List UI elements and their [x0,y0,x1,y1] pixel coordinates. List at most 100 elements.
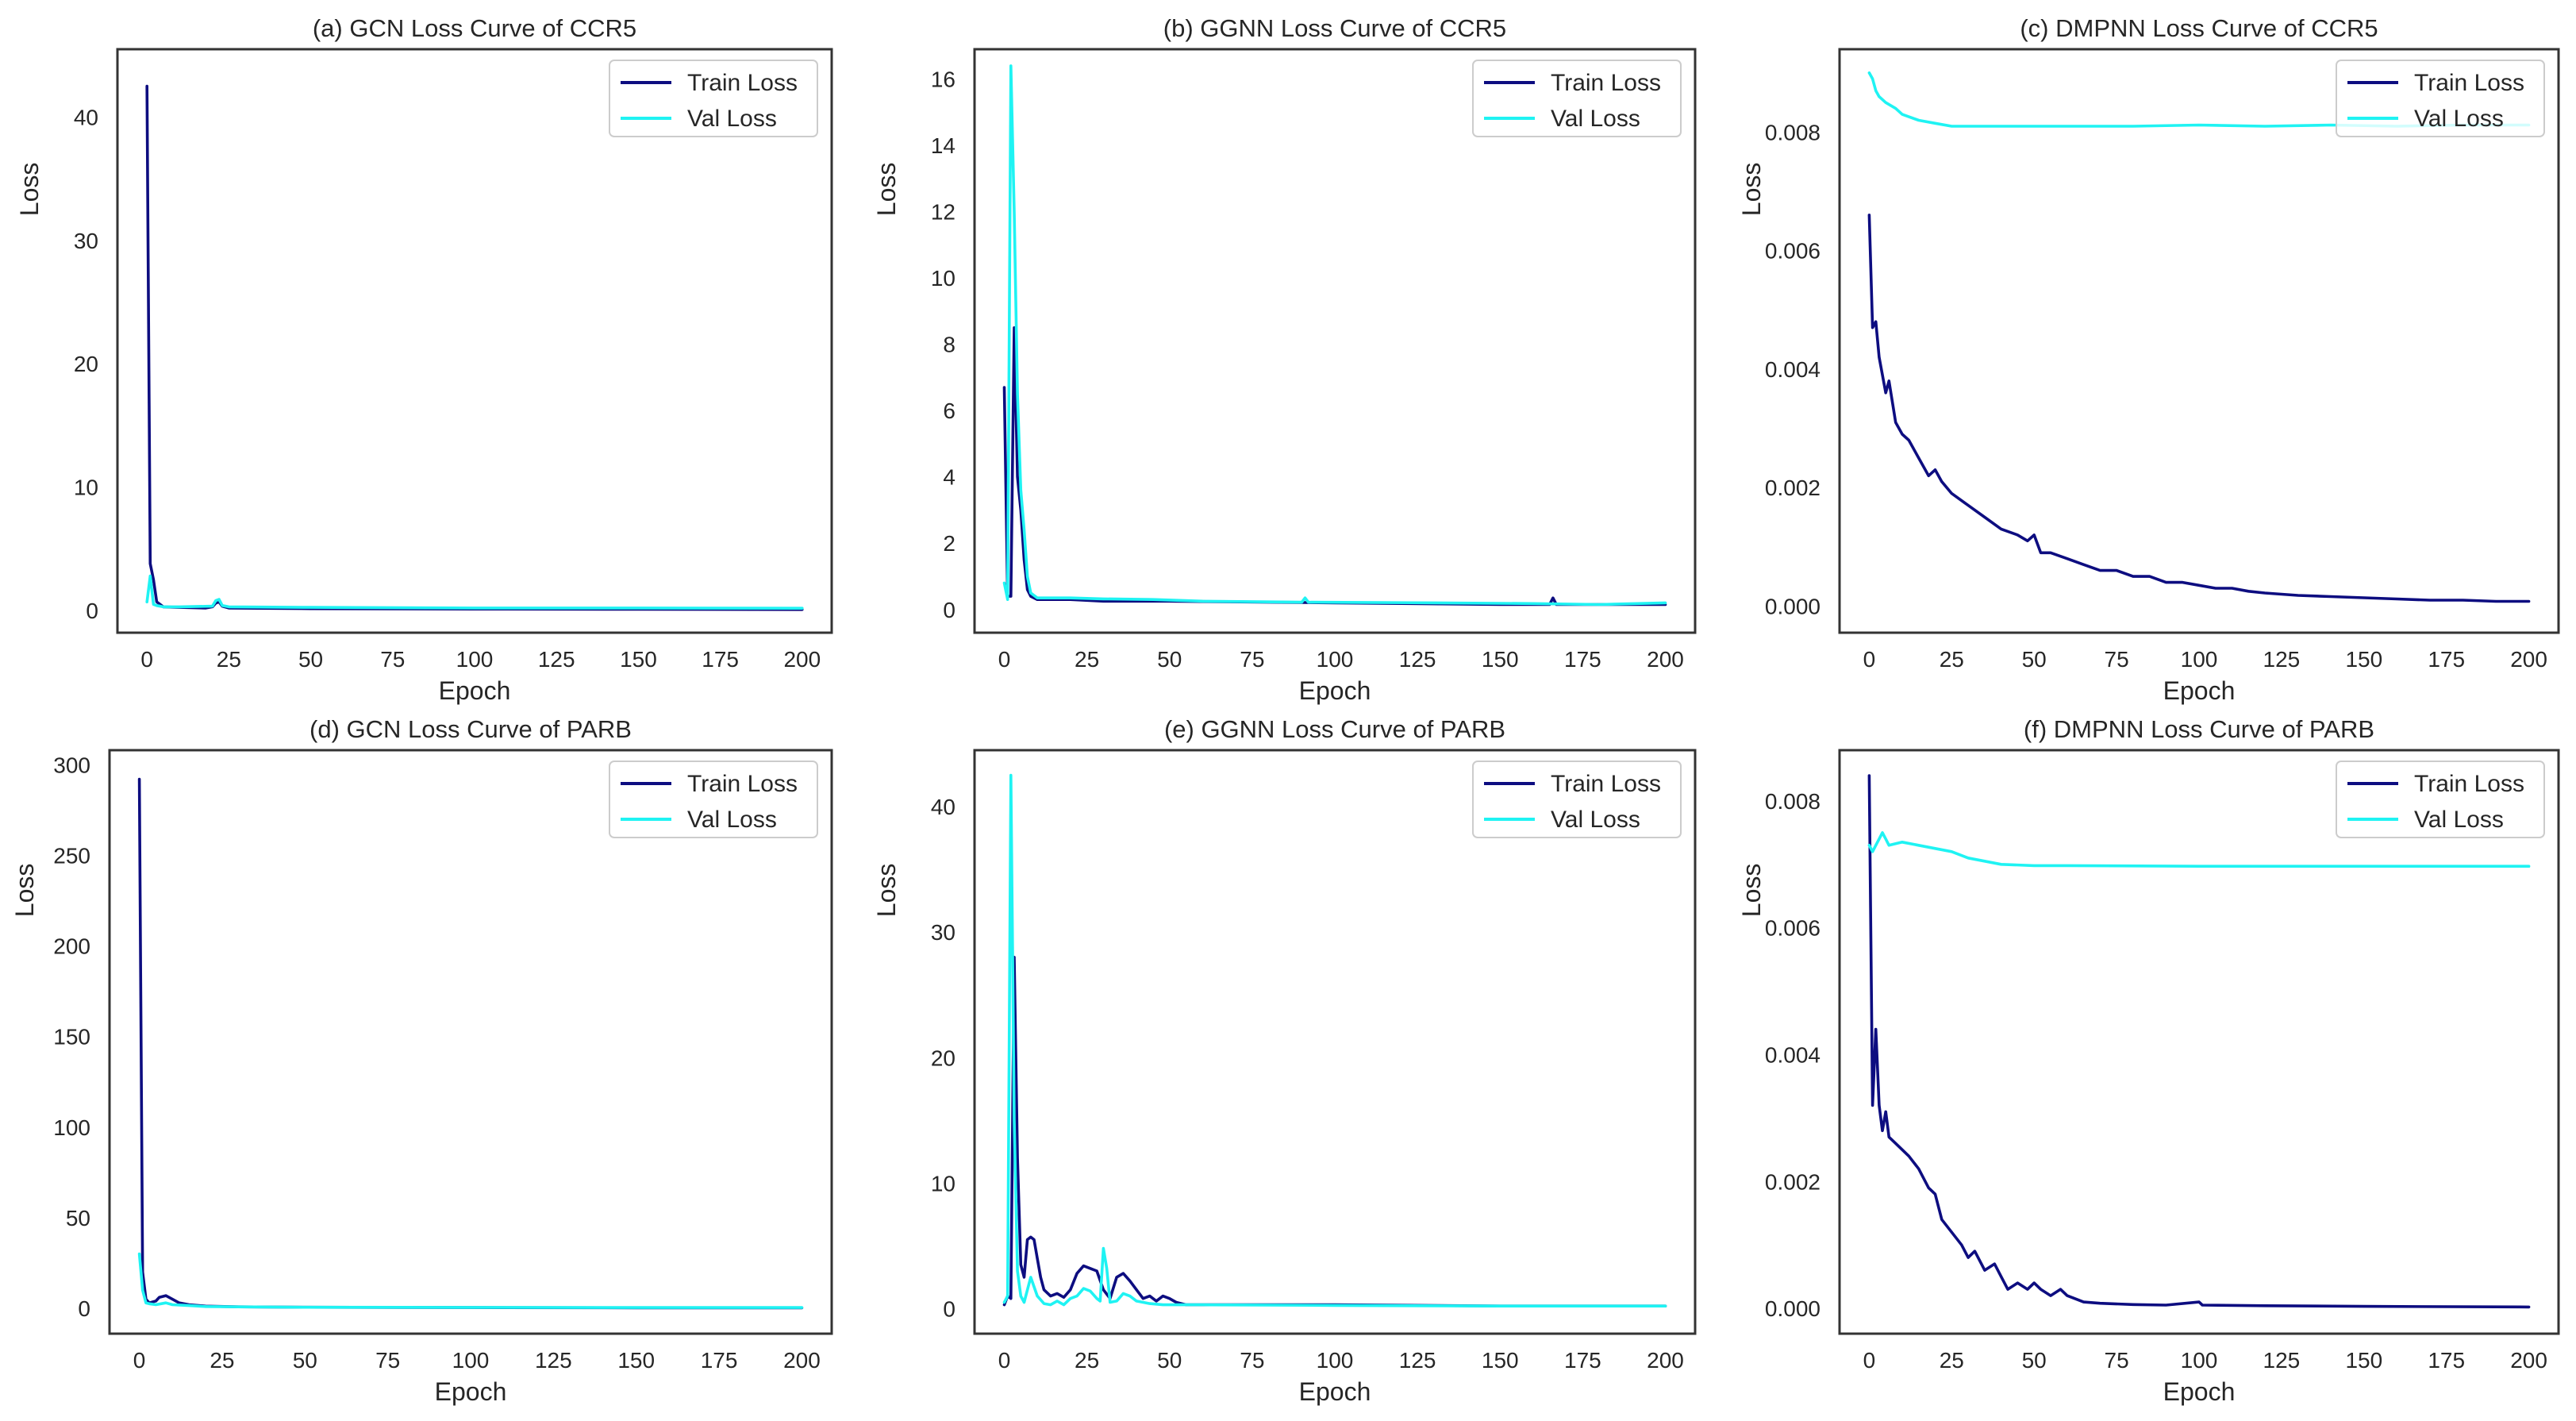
y-tick-label: 0.004 [1765,1042,1821,1067]
legend-train-label: Train Loss [2414,771,2524,797]
x-tick-label: 25 [1940,647,1964,672]
val-loss-line [1867,71,2531,128]
y-axis-label: Loss [15,163,44,217]
legend: Train Loss Val Loss [609,761,818,838]
chart-panel-c: (c) DMPNN Loss Curve of CCR5 0 25 50 75 100 12… [1737,14,2560,705]
x-tick-label: 0 [140,647,153,672]
legend-train-label: Train Loss [2414,70,2524,96]
y-axis-label: Loss [872,864,901,918]
x-tick-label: 0 [1863,647,1876,672]
x-tick-label: 175 [2428,1348,2465,1373]
y-tick-label: 10 [931,1171,955,1196]
x-tick-label: 175 [1564,1348,1601,1373]
y-tick-label: 0.006 [1765,916,1821,941]
plot-frame [1838,48,2560,634]
y-tick-label: 16 [931,67,955,92]
train-loss-line [1867,774,2531,1309]
x-tick-label: 150 [617,1348,655,1373]
chart-title: (c) DMPNN Loss Curve of CCR5 [2020,14,2378,42]
chart-title: (a) GCN Loss Curve of CCR5 [313,14,636,42]
val-loss-line [1867,831,2531,868]
y-tick-label: 12 [931,200,955,225]
x-tick-label: 25 [217,647,241,672]
x-tick-label: 175 [1564,647,1601,672]
val-loss-line [137,1252,804,1309]
x-axis-label: Epoch [435,1377,507,1406]
y-tick-label: 14 [931,133,955,158]
x-tick-label: 25 [1940,1348,1964,1373]
val-loss-line [1002,773,1667,1307]
chart-title: (f) DMPNN Loss Curve of PARB [2024,715,2374,743]
x-tick-label: 150 [2345,647,2382,672]
x-tick-label: 25 [210,1348,234,1373]
legend-train-label: Train Loss [687,771,798,797]
y-tick-label: 0 [86,599,98,623]
x-axis-label: Epoch [2163,676,2236,705]
y-tick-label: 10 [931,266,955,291]
y-tick-label: 100 [53,1115,90,1140]
x-tick-label: 150 [1482,647,1519,672]
x-tick-label: 175 [701,1348,738,1373]
y-tick-label: 8 [943,333,955,357]
x-tick-label: 75 [1240,1348,1264,1373]
x-tick-label: 100 [1317,1348,1354,1373]
legend-train-label: Train Loss [1551,70,1661,96]
x-tick-label: 200 [2510,647,2547,672]
x-axis-label: Epoch [2163,1377,2236,1406]
legend: Train Loss Val Loss [1472,60,1682,137]
chart-panel-d: (d) GCN Loss Curve of PARB 0 25 50 75 100 125 1… [10,715,833,1406]
x-tick-label: 125 [1399,1348,1436,1373]
y-tick-label: 30 [74,229,98,253]
legend-train-label: Train Loss [1551,771,1661,797]
y-tick-label: 30 [931,920,955,945]
y-tick-label: 10 [74,476,98,500]
x-tick-label: 25 [1075,647,1099,672]
y-tick-label: 0.004 [1765,357,1821,382]
y-tick-label: 50 [66,1206,90,1230]
x-tick-label: 75 [2105,1348,2129,1373]
y-tick-label: 200 [53,934,90,959]
y-tick-label: 0 [78,1296,90,1321]
x-tick-label: 125 [2263,1348,2301,1373]
x-tick-label: 200 [1647,1348,1684,1373]
y-axis-label: Loss [1737,163,1766,217]
x-tick-label: 0 [1863,1348,1876,1373]
y-tick-label: 0.008 [1765,120,1821,144]
train-loss-line [1002,326,1667,607]
plot-frame [1838,749,2560,1335]
y-tick-label: 0.002 [1765,1169,1821,1194]
x-tick-label: 75 [375,1348,400,1373]
x-tick-label: 150 [2345,1348,2382,1373]
x-tick-label: 100 [452,1348,490,1373]
x-tick-label: 200 [2510,1348,2547,1373]
x-tick-label: 50 [293,1348,317,1373]
x-tick-label: 75 [380,647,405,672]
x-tick-label: 100 [456,647,494,672]
train-loss-line [145,84,804,611]
chart-panel-e: (e) GGNN Loss Curve of PARB 0 25 50 75 100 125… [872,715,1697,1406]
y-tick-label: 0.006 [1765,239,1821,264]
val-loss-line [145,574,804,610]
y-tick-label: 4 [943,465,955,490]
x-tick-label: 50 [1157,1348,1182,1373]
x-tick-label: 25 [1075,1348,1099,1373]
x-tick-label: 100 [1317,647,1354,672]
legend-train-label: Train Loss [687,70,798,96]
x-tick-label: 0 [998,1348,1011,1373]
x-tick-label: 200 [1647,647,1684,672]
y-tick-label: 6 [943,399,955,423]
x-tick-label: 0 [998,647,1011,672]
y-tick-label: 150 [53,1025,90,1049]
legend-val-label: Val Loss [687,807,777,833]
legend-val-label: Val Loss [2414,106,2504,132]
legend-val-label: Val Loss [1551,807,1640,833]
y-tick-label: 0.002 [1765,476,1821,500]
chart-title: (b) GGNN Loss Curve of CCR5 [1163,14,1506,42]
legend: Train Loss Val Loss [609,60,818,137]
chart-title: (e) GGNN Loss Curve of PARB [1164,715,1505,743]
x-tick-label: 75 [2105,647,2129,672]
x-tick-label: 50 [1157,647,1182,672]
x-tick-label: 150 [1482,1348,1519,1373]
plot-frame [973,48,1697,634]
